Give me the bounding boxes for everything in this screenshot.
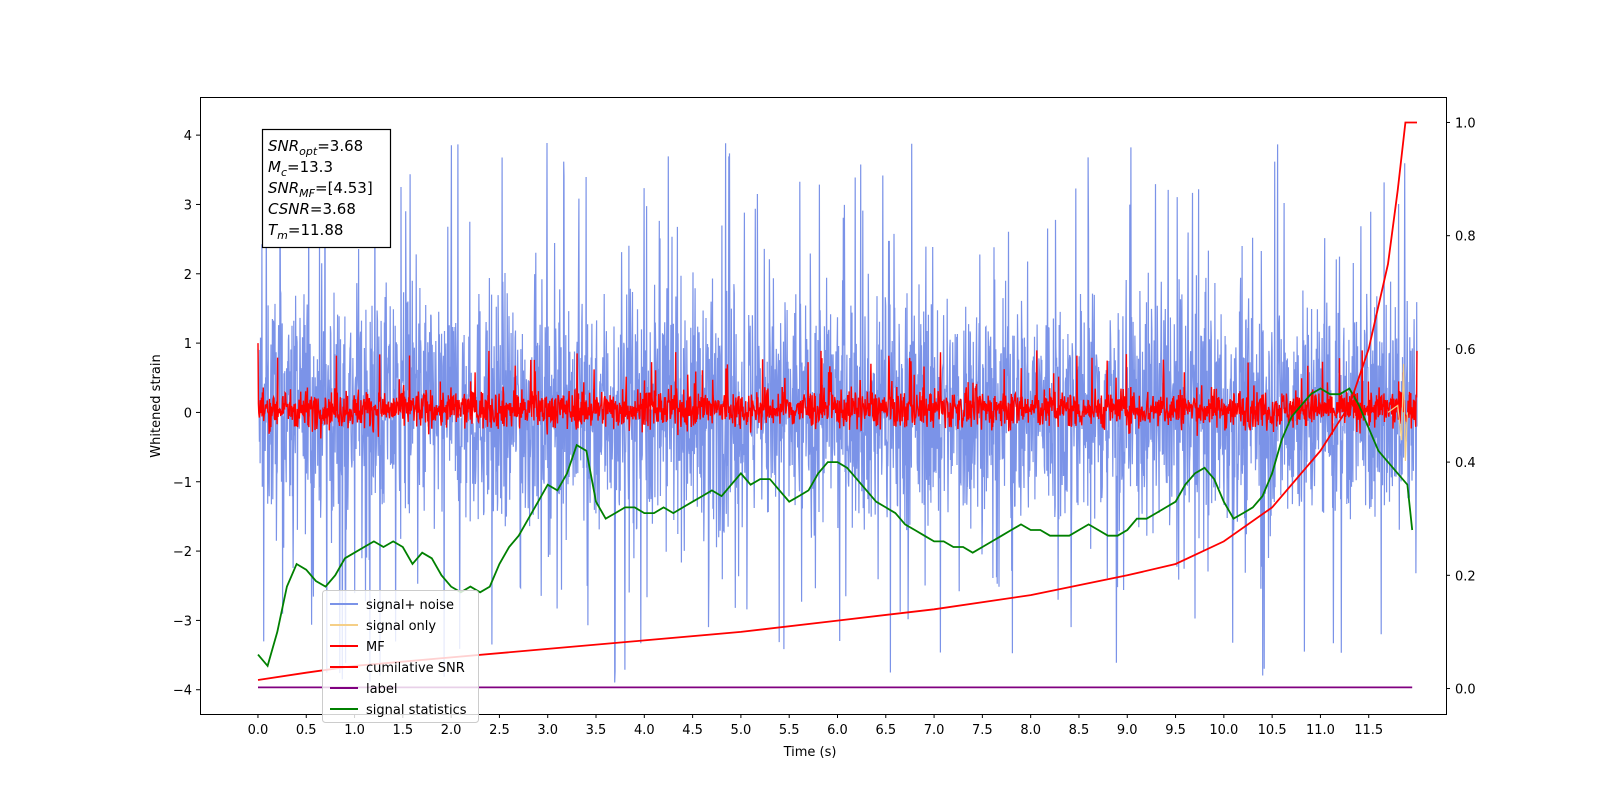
mf-series (257, 343, 1418, 439)
legend-label: signal only (366, 619, 436, 634)
plot-frame (200, 97, 1447, 715)
info-box-line: SNRopt=3.68 (268, 137, 363, 158)
cumulative-snr-line (257, 121, 1417, 681)
info-box-frame (261, 128, 392, 249)
x-axis-label: Time (s) (783, 745, 837, 760)
x-tick-label: 3.0 (537, 723, 558, 738)
legend: signal+ noise signal only MF cumilative SNR… (322, 590, 479, 723)
y-tick-label: 2 (184, 268, 192, 283)
x-tick-label: 10.0 (1209, 723, 1238, 738)
info-box-line: CSNR=3.68 (268, 200, 356, 218)
info-box-line: SNRMF=[4.53] (268, 179, 373, 200)
x-axis: 0.0 0.5 1.0 1.5 2.0 2.5 3.0 3.5 4.0 4.5 5.0 5.5 6.0 6… (248, 714, 1383, 738)
y-tick-label: −1 (173, 476, 192, 491)
mf-line (257, 343, 1418, 439)
x-tick-label: 2.0 (441, 723, 462, 738)
x-tick-label: 10.5 (1258, 723, 1287, 738)
y-tick-label: −2 (173, 545, 192, 560)
x-tick-label: 9.5 (1165, 723, 1186, 738)
y2-tick-label: 0.8 (1455, 230, 1476, 245)
x-tick-label: 11.0 (1306, 723, 1335, 738)
signal-only-series (1387, 363, 1408, 462)
y2-tick-label: 0.0 (1455, 683, 1476, 698)
x-tick-label: 5.5 (779, 723, 800, 738)
x-tick-label: 7.0 (924, 723, 945, 738)
x-tick-label: 1.5 (392, 723, 413, 738)
legend-label: cumilative SNR (366, 661, 465, 676)
legend-label: signal statistics (366, 703, 467, 718)
signal-noise-line (257, 142, 1418, 683)
x-tick-label: 8.5 (1069, 723, 1090, 738)
info-box-line: Mc=13.3 (268, 158, 333, 179)
x-tick-label: 2.5 (489, 723, 510, 738)
signal-noise-series (257, 142, 1418, 683)
signal-statistics-line (257, 387, 1414, 668)
x-tick-label: 6.5 (875, 723, 896, 738)
x-tick-label: 3.5 (586, 723, 607, 738)
x-tick-label: 0.5 (296, 723, 317, 738)
legend-label: signal+ noise (366, 598, 454, 613)
y-tick-label: 0 (184, 406, 192, 421)
y-tick-label: 3 (184, 198, 192, 213)
y2-tick-label: 0.4 (1455, 456, 1476, 471)
signal-only-line (1387, 363, 1408, 462)
x-tick-label: 4.5 (682, 723, 703, 738)
y-tick-label: −3 (173, 614, 192, 629)
x-tick-label: 5.0 (731, 723, 752, 738)
x-tick-label: 8.0 (1020, 723, 1041, 738)
y2-tick-label: 1.0 (1455, 116, 1476, 131)
y2-tick-label: 0.2 (1455, 569, 1476, 584)
legend-frame (322, 590, 479, 723)
y-tick-label: 1 (184, 337, 192, 352)
y2-axis: 1.0 0.8 0.6 0.4 0.2 0.0 (1446, 116, 1476, 698)
y2-tick-label: 0.6 (1455, 343, 1476, 358)
y-axis: 4 3 2 1 0 −1 −2 −3 −4 (173, 129, 200, 699)
x-tick-label: 7.5 (972, 723, 993, 738)
x-tick-label: 11.5 (1354, 723, 1383, 738)
x-tick-label: 9.0 (1117, 723, 1138, 738)
y-tick-label: −4 (173, 684, 192, 699)
x-tick-label: 0.0 (248, 723, 269, 738)
info-box-line: Tm=11.88 (268, 221, 343, 242)
legend-label: MF (366, 640, 385, 655)
y-axis-label: Whitened strain (149, 354, 164, 457)
y-tick-label: 4 (184, 129, 192, 144)
legend-label: label (366, 682, 397, 697)
x-tick-label: 6.0 (827, 723, 848, 738)
x-tick-label: 4.0 (634, 723, 655, 738)
x-tick-label: 1.0 (344, 723, 365, 738)
